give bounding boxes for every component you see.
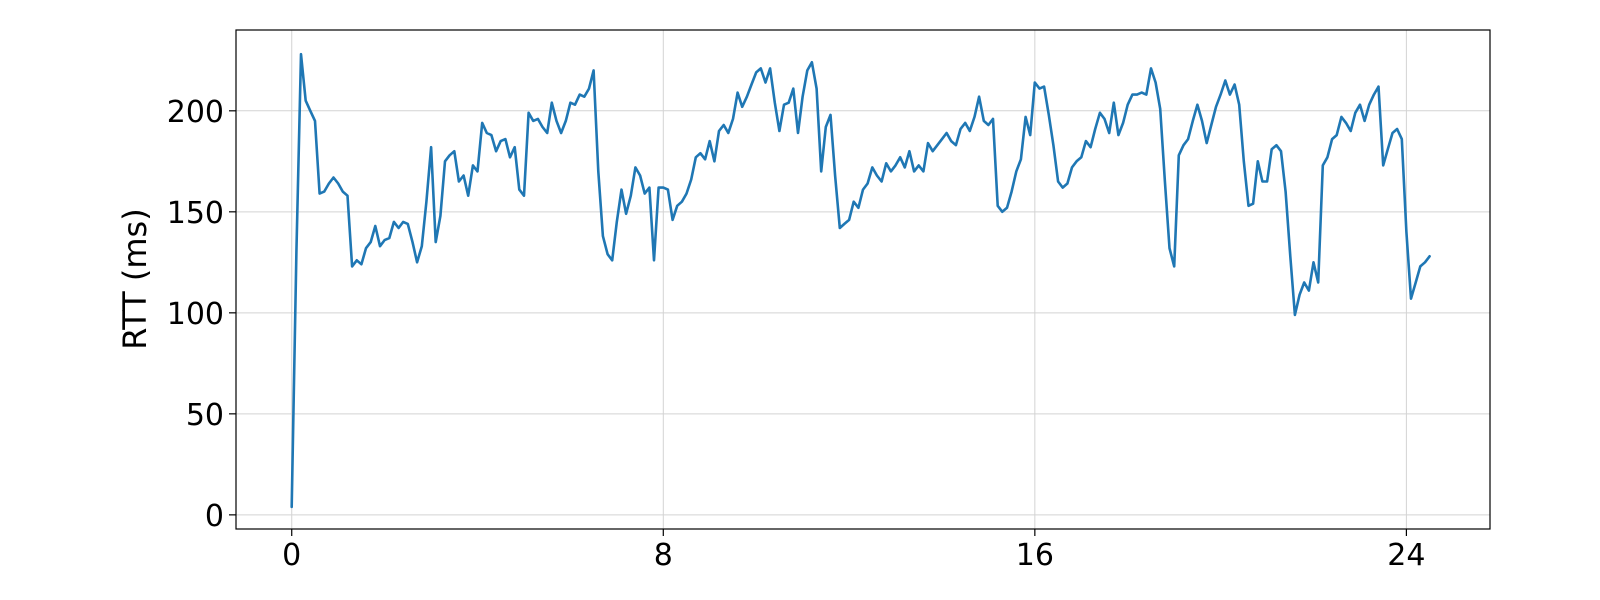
y-tick-label: 100 [167, 297, 224, 332]
y-axis-label: RTT (ms) [116, 208, 154, 349]
plot-frame [235, 29, 1491, 530]
rtt-series-line [290, 52, 1431, 509]
x-tick-label: 16 [1016, 538, 1054, 573]
x-tick-label: 8 [654, 538, 673, 573]
y-tick-label: 50 [186, 398, 224, 433]
x-tick-label: 0 [282, 538, 301, 573]
y-tick-label: 150 [167, 196, 224, 231]
gridlines [236, 30, 1490, 529]
axis-ticks: 0 8 16 24 0 50 100 150 200 [167, 95, 1426, 573]
x-tick-label: 24 [1387, 538, 1425, 573]
series-layer [290, 52, 1431, 509]
y-tick-label: 0 [205, 499, 224, 534]
y-tick-label: 200 [167, 95, 224, 130]
